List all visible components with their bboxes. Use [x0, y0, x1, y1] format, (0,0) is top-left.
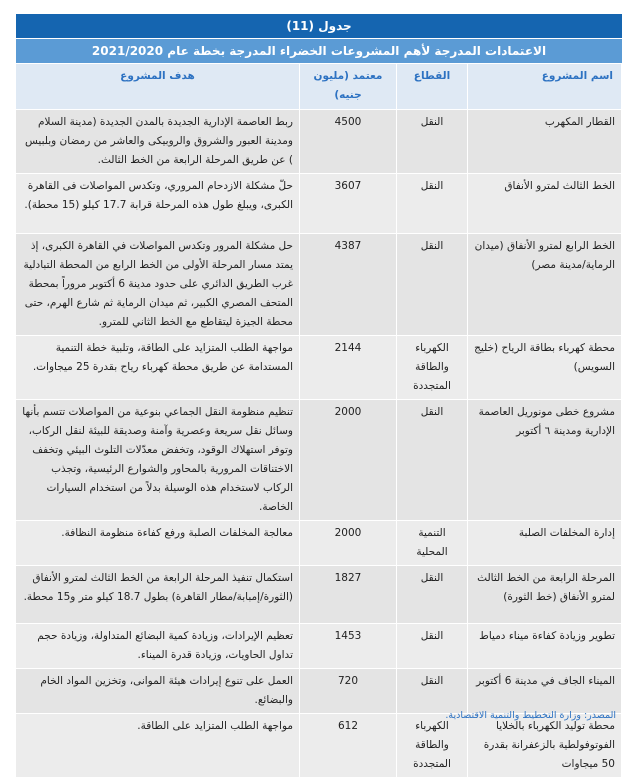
header-row: اسم المشروع القطاع معتمد (مليون جنيه) هد…	[15, 63, 622, 110]
amount-cell: 1827	[299, 565, 397, 624]
project-name-cell: مشروع خطى مونوريل العاصمة الإدارية ومدين…	[467, 399, 622, 521]
sector-cell: النقل	[396, 233, 468, 336]
project-name-cell: القطار المكهرب	[467, 109, 622, 174]
header-amount: معتمد (مليون جنيه)	[299, 63, 397, 110]
goal-cell: تنظيم منظومة النقل الجماعي بنوعية من الم…	[15, 399, 300, 521]
header-sector: القطاع	[396, 63, 468, 110]
project-name-cell: الميناء الجاف في مدينة 6 أكتوبر	[467, 668, 622, 714]
goal-cell: مواجهة الطلب المتزايد على الطاقة، وتلبية…	[15, 335, 300, 400]
goal-cell: معالجة المخلفات الصلبة ورفع كفاءة منظومة…	[15, 520, 300, 566]
header-name: اسم المشروع	[467, 63, 622, 110]
table-row: الخط الثالث لمترو الأنفاق النقل 3607 حلّ مش…	[15, 173, 622, 234]
goal-cell: تعظيم الإيرادات، وزيادة كمية البضائع الم…	[15, 623, 300, 669]
goal-cell: حل مشكلة المرور وتكدس المواصلات في القاه…	[15, 233, 300, 336]
sector-cell: الكهرباء والطاقة المتجددة	[396, 335, 468, 400]
amount-cell: 2144	[299, 335, 397, 400]
header-goal: هدف المشروع	[15, 63, 300, 110]
project-name-cell: محطة توليد الكهرباء بالخلايا الفوتوفولطي…	[467, 713, 622, 778]
sector-cell: النقل	[396, 668, 468, 714]
table-row: إدارة المخلفات الصلبة التنمية المحلية 2000…	[15, 520, 622, 566]
table-row: الخط الرابع لمترو الأنفاق (ميدان الرماية…	[15, 233, 622, 336]
goal-cell: العمل على تنوع إيرادات هيئة الموانى، وتخ…	[15, 668, 300, 714]
amount-cell: 1453	[299, 623, 397, 669]
amount-cell: 3607	[299, 173, 397, 234]
table-row: المرحلة الرابعة من الخط الثالث لمترو الأ…	[15, 565, 622, 624]
goal-cell: ربط العاصمة الإدارية الجديدة بالمدن الجد…	[15, 109, 300, 174]
table-row: تطوير وزيادة كفاءة ميناء دمياط النقل 1453 ت…	[15, 623, 622, 669]
project-name-cell: تطوير وزيادة كفاءة ميناء دمياط	[467, 623, 622, 669]
projects-table-container: جدول (11) الاعتمادات المدرجة لأهم المشرو…	[15, 14, 622, 778]
source-note: المصدر: وزارة التخطيط والتنمية الاقتصادي…	[445, 710, 616, 721]
table-row: مشروع خطى مونوريل العاصمة الإدارية ومدين…	[15, 399, 622, 521]
sector-cell: النقل	[396, 623, 468, 669]
project-name-cell: الخط الرابع لمترو الأنفاق (ميدان الرماية…	[467, 233, 622, 336]
sector-cell: النقل	[396, 109, 468, 174]
sector-cell: النقل	[396, 173, 468, 234]
table-row: الميناء الجاف في مدينة 6 أكتوبر النقل 720 ا…	[15, 668, 622, 714]
goal-cell: حلّ مشكلة الازدحام المروري، وتكدس المواص…	[15, 173, 300, 234]
table-row: محطة توليد الكهرباء بالخلايا الفوتوفولطي…	[15, 713, 622, 778]
project-name-cell: إدارة المخلفات الصلبة	[467, 520, 622, 566]
table-subtitle: الاعتمادات المدرجة لأهم المشروعات الخضرا…	[16, 38, 622, 63]
project-name-cell: الخط الثالث لمترو الأنفاق	[467, 173, 622, 234]
amount-cell: 2000	[299, 399, 397, 521]
amount-cell: 2000	[299, 520, 397, 566]
amount-cell: 4500	[299, 109, 397, 174]
table-row: القطار المكهرب النقل 4500 ربط العاصمة الإدا…	[15, 109, 622, 174]
projects-table: اسم المشروع القطاع معتمد (مليون جنيه) هد…	[15, 63, 622, 778]
amount-cell: 4387	[299, 233, 397, 336]
project-name-cell: محطة كهرباء بطاقة الرياح (خليج السويس)	[467, 335, 622, 400]
table-row: محطة كهرباء بطاقة الرياح (خليج السويس) ال…	[15, 335, 622, 400]
amount-cell: 612	[299, 713, 397, 778]
goal-cell: مواجهة الطلب المتزايد على الطاقة.	[15, 713, 300, 778]
sector-cell: الكهرباء والطاقة المتجددة	[396, 713, 468, 778]
project-name-cell: المرحلة الرابعة من الخط الثالث لمترو الأ…	[467, 565, 622, 624]
sector-cell: التنمية المحلية	[396, 520, 468, 566]
goal-cell: استكمال تنفيذ المرحلة الرابعة من الخط ال…	[15, 565, 300, 624]
amount-cell: 720	[299, 668, 397, 714]
sector-cell: النقل	[396, 399, 468, 521]
sector-cell: النقل	[396, 565, 468, 624]
table-title: جدول (11)	[16, 14, 622, 38]
